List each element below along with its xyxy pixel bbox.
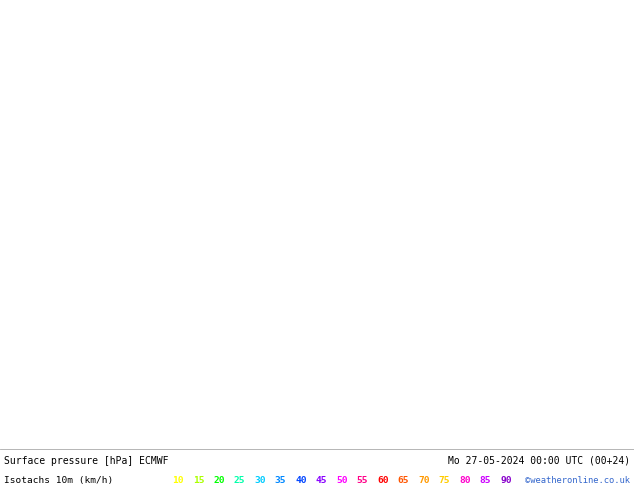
Text: 90: 90 bbox=[500, 476, 512, 485]
Text: Isotachs 10m (km/h): Isotachs 10m (km/h) bbox=[4, 476, 113, 485]
Text: ©weatheronline.co.uk: ©weatheronline.co.uk bbox=[525, 476, 630, 485]
Text: Mo 27-05-2024 00:00 UTC (00+24): Mo 27-05-2024 00:00 UTC (00+24) bbox=[448, 456, 630, 466]
Text: 15: 15 bbox=[193, 476, 204, 485]
Text: 30: 30 bbox=[254, 476, 266, 485]
Text: 40: 40 bbox=[295, 476, 307, 485]
Text: 20: 20 bbox=[213, 476, 224, 485]
Text: 10: 10 bbox=[172, 476, 184, 485]
Text: 35: 35 bbox=[275, 476, 286, 485]
Text: 70: 70 bbox=[418, 476, 430, 485]
Text: 65: 65 bbox=[398, 476, 410, 485]
Text: 45: 45 bbox=[316, 476, 327, 485]
Text: 25: 25 bbox=[234, 476, 245, 485]
Text: 60: 60 bbox=[377, 476, 389, 485]
Text: Surface pressure [hPa] ECMWF: Surface pressure [hPa] ECMWF bbox=[4, 456, 169, 466]
Text: 75: 75 bbox=[439, 476, 450, 485]
Text: 85: 85 bbox=[480, 476, 491, 485]
Text: 80: 80 bbox=[459, 476, 471, 485]
Text: 55: 55 bbox=[357, 476, 368, 485]
Text: 50: 50 bbox=[336, 476, 348, 485]
